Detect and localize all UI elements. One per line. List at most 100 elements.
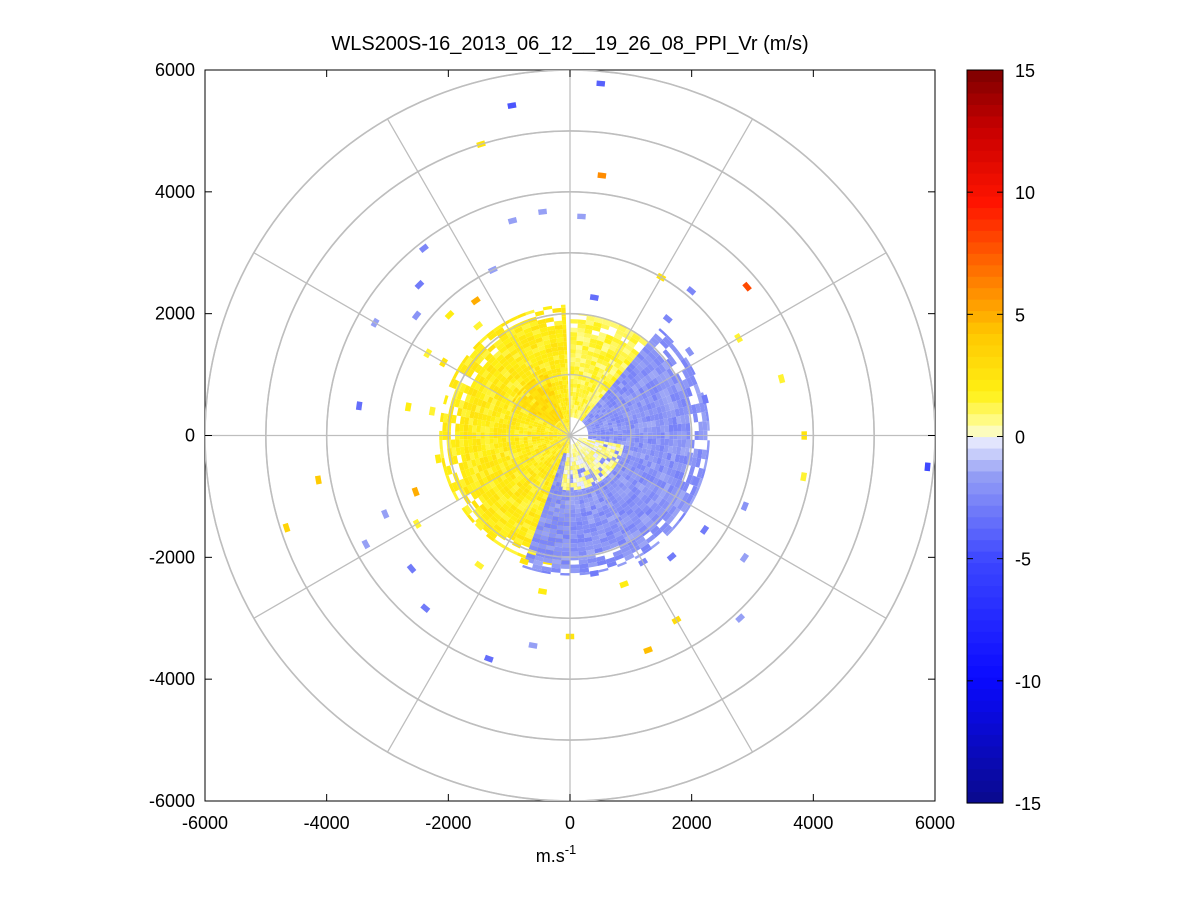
velocity-gate (554, 542, 563, 548)
velocity-gate (586, 510, 593, 516)
velocity-gate (596, 448, 602, 453)
velocity-gate (574, 409, 578, 414)
velocity-gate (600, 323, 610, 331)
velocity-gate (581, 412, 586, 418)
velocity-gate (497, 457, 503, 465)
velocity-gate (543, 504, 550, 511)
velocity-gate (456, 390, 464, 400)
velocity-gate (474, 373, 482, 383)
velocity-gate (589, 422, 595, 426)
velocity-gate (490, 415, 496, 423)
velocity-gate (542, 464, 548, 470)
velocity-gate (583, 498, 590, 504)
velocity-gate (538, 446, 544, 451)
velocity-gate (598, 368, 605, 375)
velocity-gate (574, 504, 581, 510)
velocity-gate (557, 433, 562, 435)
velocity-gate (579, 499, 585, 505)
velocity-gate (466, 484, 475, 494)
velocity-gate (601, 360, 609, 367)
colorbar-band (967, 218, 1003, 231)
velocity-gate (485, 388, 493, 397)
velocity-gate (595, 440, 600, 443)
velocity-gate (653, 516, 663, 526)
velocity-gate (593, 419, 598, 424)
velocity-gate (647, 438, 653, 445)
velocity-gate (529, 487, 537, 494)
velocity-gate (531, 414, 537, 419)
velocity-gate (552, 394, 557, 400)
velocity-gate (520, 525, 529, 533)
velocity-gate (537, 520, 546, 527)
velocity-gate (583, 413, 588, 419)
velocity-gate (659, 509, 669, 520)
velocity-gate (573, 383, 578, 388)
velocity-gate (567, 465, 570, 471)
velocity-gate (628, 351, 637, 360)
velocity-gate (583, 420, 588, 425)
velocity-gate (616, 422, 622, 428)
colorbar-band (967, 436, 1003, 449)
velocity-gate (701, 411, 707, 422)
velocity-gate (531, 567, 542, 573)
velocity-gate (625, 441, 631, 447)
velocity-gate (616, 443, 621, 449)
velocity-gate (574, 370, 580, 376)
velocity-gate (630, 493, 638, 501)
velocity-gate (673, 497, 682, 508)
velocity-gate (618, 389, 625, 396)
velocity-gate (581, 453, 586, 458)
velocity-gate (668, 355, 677, 366)
velocity-gate (598, 452, 604, 458)
velocity-gate (540, 413, 546, 419)
velocity-gate (541, 443, 547, 447)
velocity-gate (570, 479, 574, 484)
velocity-gate (554, 381, 560, 387)
velocity-gate (573, 408, 576, 414)
velocity-gate (525, 552, 536, 560)
velocity-gate (580, 458, 585, 464)
velocity-gate (541, 335, 550, 342)
velocity-gate (564, 438, 568, 443)
velocity-gate (543, 522, 552, 529)
colorbar-band (967, 551, 1003, 564)
velocity-gate (555, 442, 560, 447)
colorbar-band (967, 150, 1003, 163)
velocity-gate (472, 438, 477, 446)
velocity-gate (552, 413, 557, 419)
velocity-gate (536, 442, 542, 447)
velocity-gate (464, 446, 470, 455)
velocity-gate (596, 438, 601, 441)
velocity-gate (617, 375, 625, 383)
velocity-gate (599, 514, 607, 521)
velocity-gate (596, 358, 604, 365)
velocity-gate (659, 521, 670, 532)
velocity-gate (612, 336, 621, 345)
velocity-gate (638, 483, 646, 492)
echo-segment (800, 472, 808, 482)
velocity-gate (566, 457, 569, 462)
velocity-gate (597, 528, 606, 536)
velocity-gate (589, 364, 596, 371)
velocity-gate (527, 428, 533, 432)
velocity-gate (468, 467, 476, 476)
velocity-gate (595, 415, 601, 420)
velocity-gate (525, 397, 532, 404)
velocity-gate (521, 416, 527, 422)
velocity-gate (565, 465, 568, 471)
velocity-gate (518, 454, 525, 460)
velocity-gate (703, 459, 708, 470)
velocity-gate (563, 465, 566, 470)
velocity-gate (665, 515, 675, 525)
velocity-gate (509, 480, 517, 487)
velocity-gate (613, 430, 619, 434)
velocity-gate (560, 572, 570, 576)
velocity-gate (514, 429, 520, 434)
colorbar-band (967, 516, 1003, 529)
velocity-gate (644, 488, 653, 497)
velocity-gate (577, 319, 587, 325)
velocity-gate (527, 412, 534, 417)
velocity-gate (553, 451, 558, 457)
velocity-gate (575, 442, 580, 446)
velocity-gate (662, 336, 673, 347)
